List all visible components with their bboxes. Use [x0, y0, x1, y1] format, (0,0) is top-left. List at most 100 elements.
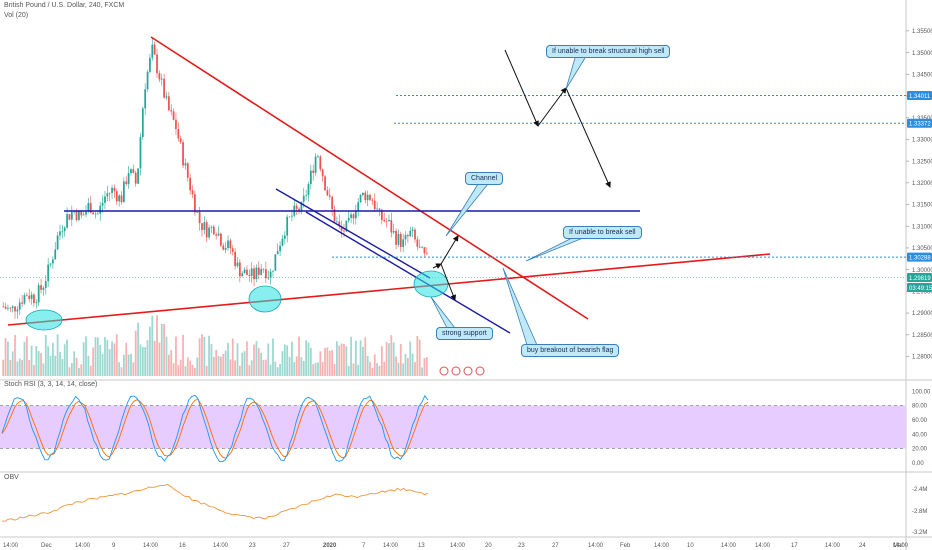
time-tick-label: 2020 [323, 543, 337, 549]
volume-bar [113, 343, 116, 376]
descending-resistance-line [150, 36, 589, 320]
candle-body [191, 190, 194, 195]
candle-body [274, 254, 277, 271]
candle-body [312, 170, 315, 173]
volume-bar [317, 362, 319, 376]
candle-body [104, 196, 106, 203]
volume-bar [362, 346, 364, 376]
candle-body [7, 307, 9, 309]
volume-bar [28, 359, 31, 376]
candle-body [359, 194, 362, 203]
volume-bar [215, 349, 218, 376]
volume-bar [73, 351, 76, 376]
stoch-tick-label: 0.00 [912, 461, 924, 467]
candle-body [137, 168, 139, 184]
volume-bar [354, 340, 357, 376]
candle-body [101, 202, 104, 206]
volume-bar [397, 362, 400, 376]
candle-body [395, 230, 397, 245]
time-tick-label: Mar [893, 543, 903, 549]
volume-bar [85, 336, 87, 376]
candle-body [347, 218, 350, 221]
candle-body [371, 200, 374, 201]
time-tick-label: 23 [249, 543, 256, 549]
volume-bar [217, 356, 220, 376]
volume-bar [177, 365, 180, 376]
volume-bar [201, 334, 203, 376]
stoch-tick-label: 60.00 [912, 418, 928, 424]
price-tick-label: 1.35000 [912, 51, 932, 57]
time-tick-label: 14:00 [383, 543, 399, 549]
volume-bar [331, 349, 334, 376]
volume-bar [404, 353, 407, 376]
volume-bar [82, 342, 85, 376]
volume-bar [54, 355, 57, 376]
volume-bar [125, 342, 128, 376]
candle-body [338, 221, 341, 227]
candle-body [283, 235, 286, 239]
volume-bar [89, 365, 92, 376]
trendlines [7, 36, 906, 334]
volume-bar [167, 354, 170, 376]
candle-body [170, 110, 173, 112]
volume-bar [388, 343, 390, 376]
candle-body [163, 78, 165, 98]
volume-bar [324, 347, 326, 376]
time-tick-label: 14:00 [825, 543, 841, 549]
volume-bar [241, 352, 244, 376]
volume-bar [151, 315, 154, 376]
price-axis: 1.355001.350001.345001.340001.335001.330… [906, 29, 932, 361]
candle-body [238, 262, 241, 277]
candle-body [130, 169, 132, 174]
volume-bar [78, 367, 80, 376]
bounce-arrow-down [440, 263, 456, 301]
volume-bar [380, 346, 383, 376]
volume-bar [229, 359, 232, 376]
channel-upper-line [275, 188, 431, 279]
candle-body [380, 209, 383, 220]
bounce-arrow-up [440, 235, 459, 265]
candle-body [61, 231, 64, 232]
candle-body [44, 281, 47, 288]
candle-body [250, 268, 253, 276]
volume-bar [120, 367, 123, 376]
candle-body [402, 239, 405, 247]
candle-body [302, 195, 305, 202]
price-tick-label: 1.31500 [912, 203, 932, 209]
time-tick-label: 27 [283, 543, 290, 549]
volume-bar [314, 362, 317, 376]
countdown-bg [907, 282, 932, 292]
volume-bar [418, 339, 421, 376]
candle-body [111, 187, 113, 193]
price-tick-label: 1.32500 [912, 159, 932, 165]
candle-body [11, 306, 14, 309]
candle-body [265, 269, 267, 279]
volume-bar [104, 336, 106, 376]
volume-bar [300, 357, 303, 376]
candle-body [175, 119, 177, 129]
candle-body [177, 128, 180, 139]
candlesticks [2, 37, 428, 319]
candle-body [404, 235, 407, 240]
candle-body [82, 214, 85, 216]
time-tick-label: 9 [112, 543, 116, 549]
note-buy-breakout: buy breakout of bearish flag [521, 344, 620, 357]
volume-bar [23, 341, 26, 376]
candle-body [172, 111, 175, 120]
volume-bar [137, 322, 139, 376]
volume-bar [243, 351, 246, 376]
pointer-buy-breakout [502, 267, 538, 346]
obv-tick-label: -2.4M [912, 487, 927, 493]
price-tick-label: 1.28500 [912, 333, 932, 339]
candle-body [291, 215, 293, 217]
volume-bar [182, 334, 184, 376]
time-tick-label: 14:00 [3, 543, 19, 549]
volume-bar [359, 340, 362, 376]
candle-body [68, 214, 71, 220]
candle-body [321, 169, 324, 177]
volume-label: Vol (20) [4, 12, 29, 19]
volume-bar [321, 361, 324, 376]
volume-bar [16, 361, 19, 376]
candle-body [388, 220, 390, 222]
candle-body [288, 216, 291, 218]
